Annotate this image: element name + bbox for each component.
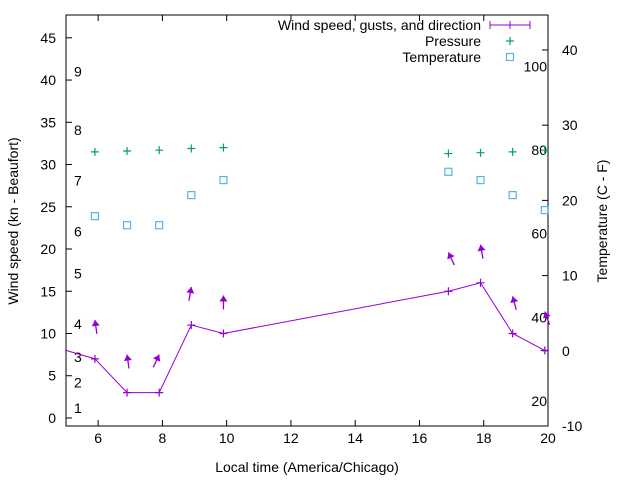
- legend-swatch-wind-marks: [489, 21, 531, 29]
- x-tick-label: 10: [219, 430, 235, 446]
- pressure-point: [123, 147, 132, 156]
- legend-swatch-pressure: [506, 37, 514, 45]
- y2-tick-label: 30: [562, 117, 578, 133]
- plot-frame: [65, 14, 549, 427]
- y-tick-label: 45: [40, 30, 56, 46]
- x-tick-label: 18: [476, 430, 492, 446]
- fahrenheit-label: 20: [531, 393, 547, 409]
- temperature-point: [476, 175, 485, 185]
- y-tick-label: 0: [48, 410, 56, 426]
- x-tick-label: 8: [159, 430, 167, 446]
- temperature-point: [444, 167, 453, 176]
- wind-speed-line: [65, 282, 546, 394]
- temperature-point: [90, 212, 100, 221]
- y-axis-label: Wind speed (kn - Beaufort): [5, 137, 21, 304]
- x-tick-label: 14: [347, 430, 363, 446]
- fahrenheit-label: 100: [524, 59, 548, 75]
- wind-speed-point: [187, 321, 196, 330]
- legend-swatch-temperature: [505, 52, 515, 62]
- beaufort-label: 8: [74, 122, 82, 138]
- legend-label-wind: Wind speed, gusts, and direction: [278, 17, 481, 33]
- y2-tick-label: 20: [562, 192, 578, 208]
- y-tick-label: 5: [48, 368, 56, 384]
- pressure-point: [90, 147, 99, 156]
- wind-speed-point: [123, 388, 132, 397]
- y-tick-label: 40: [40, 72, 56, 88]
- wind-speed-point: [444, 287, 453, 296]
- beaufort-label: 6: [74, 223, 82, 239]
- y-tick-label: 25: [40, 199, 56, 215]
- temperature-point: [219, 175, 228, 185]
- y2-tick-label: -10: [562, 418, 582, 434]
- wind-speed-point: [508, 329, 517, 338]
- pressure-point: [476, 148, 485, 157]
- wind-speed-point: [155, 388, 164, 397]
- y2-tick-label: 0: [562, 343, 570, 359]
- y-tick-label: 35: [40, 114, 56, 130]
- fahrenheit-label: 60: [531, 225, 547, 241]
- wind-speed-point: [476, 278, 485, 287]
- fahrenheit-label: 40: [531, 310, 547, 326]
- pressure-point: [187, 144, 196, 153]
- pressure-point: [155, 146, 164, 155]
- pressure-point: [444, 149, 453, 158]
- y-tick-label: 15: [40, 283, 56, 299]
- gust-arrow: [477, 244, 486, 259]
- fahrenheit-label: 80: [531, 142, 547, 158]
- y2-tick-label: 40: [562, 42, 578, 58]
- gust-arrow: [543, 311, 551, 325]
- gust-arrow: [219, 295, 228, 310]
- temperature-point: [508, 191, 517, 200]
- pressure-point: [508, 147, 517, 156]
- temperature-point: [540, 206, 549, 215]
- beaufort-label: 1: [74, 400, 82, 416]
- beaufort-label: 5: [74, 266, 82, 282]
- temperature-point: [155, 221, 164, 230]
- x-tick-label: 6: [94, 430, 102, 446]
- beaufort-label: 9: [74, 64, 82, 80]
- y-tick-label: 20: [40, 241, 56, 257]
- x-tick-label: 20: [540, 430, 556, 446]
- wind-speed-point: [540, 346, 549, 355]
- wind-speed-point: [90, 354, 99, 363]
- beaufort-label: 7: [74, 173, 82, 189]
- gust-arrow: [152, 354, 161, 368]
- y-tick-label: 30: [40, 157, 56, 173]
- beaufort-label: 3: [74, 349, 82, 365]
- x-axis-label: Local time (America/Chicago): [215, 459, 399, 475]
- temperature-point: [187, 191, 196, 200]
- temperature-point: [122, 221, 132, 230]
- y2-axis-label: Temperature (C - F): [594, 160, 610, 283]
- beaufort-label: 4: [74, 316, 82, 332]
- legend-label-pressure: Pressure: [425, 33, 481, 49]
- gust-arrow: [447, 252, 455, 266]
- pressure-point: [540, 146, 549, 155]
- gust-arrow: [510, 296, 519, 311]
- beaufort-label: 2: [74, 374, 82, 390]
- wind-speed-point: [219, 329, 228, 338]
- legend: Wind speed, gusts, and direction Pressur…: [278, 17, 531, 65]
- gust-arrow: [123, 354, 132, 369]
- pressure-point: [219, 143, 228, 152]
- x-tick-label: 16: [412, 430, 428, 446]
- legend-label-temperature: Temperature: [402, 49, 481, 65]
- x-tick-label: 12: [283, 430, 299, 446]
- gust-arrow: [91, 319, 100, 334]
- y2-tick-label: 10: [562, 268, 578, 284]
- gust-arrow: [186, 286, 195, 301]
- y-tick-label: 10: [40, 325, 56, 341]
